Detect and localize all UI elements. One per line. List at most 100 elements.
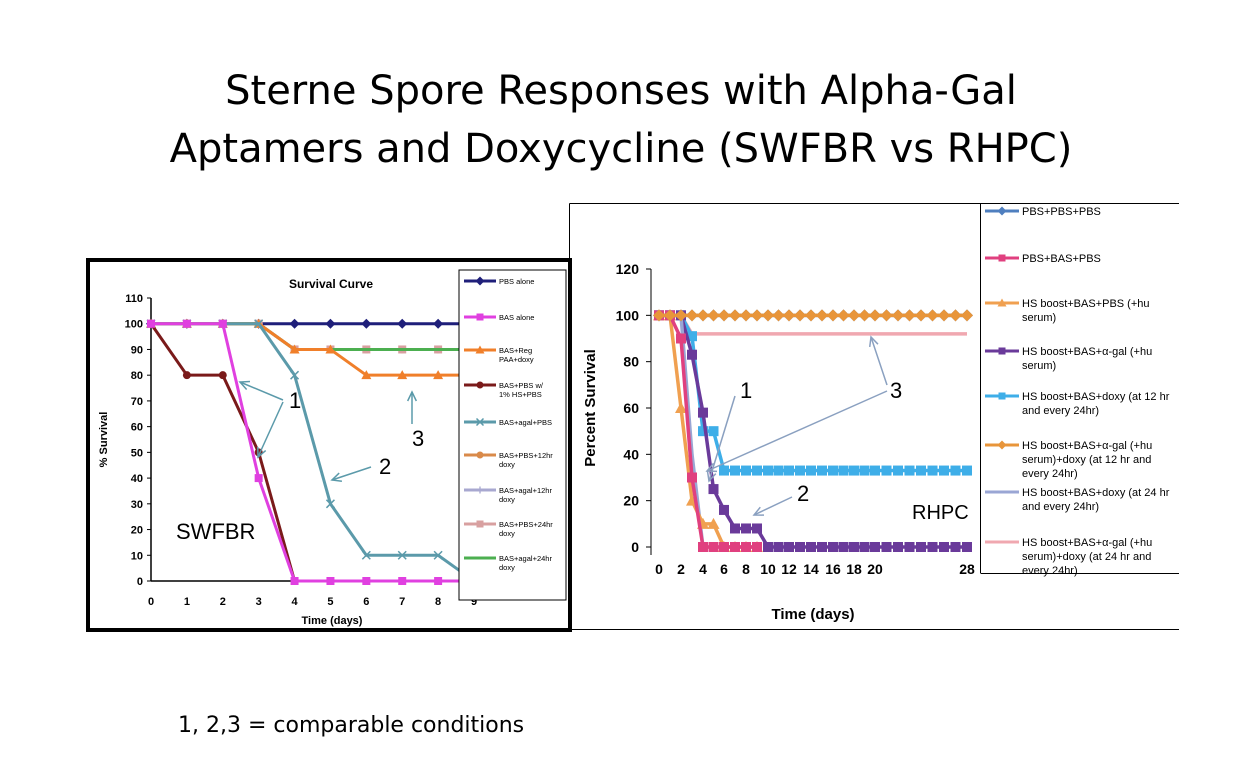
legend-label-line: BAS+PBS+12hr bbox=[499, 451, 553, 460]
legend-label-line: HS boost+BAS+α-gal (+hu bbox=[1022, 346, 1152, 358]
data-point bbox=[795, 542, 805, 552]
arrow-3-head bbox=[406, 390, 418, 402]
x-tick-label: 2 bbox=[677, 561, 685, 577]
legend-label-line: serum) bbox=[1022, 360, 1056, 372]
x-tick-label: 5 bbox=[327, 596, 333, 608]
legend-label-line: BAS alone bbox=[499, 313, 534, 322]
data-point bbox=[326, 577, 335, 585]
data-point bbox=[719, 542, 729, 552]
legend-label: BAS+PBS+24hr doxy bbox=[499, 520, 553, 538]
data-point bbox=[751, 309, 763, 322]
legend-label-line: PBS alone bbox=[499, 277, 534, 286]
data-point bbox=[949, 309, 962, 322]
y-tick-label: 70 bbox=[131, 396, 143, 408]
y-tick-label: 110 bbox=[125, 293, 143, 305]
data-point bbox=[741, 465, 751, 476]
legend-label-line: doxy bbox=[499, 563, 515, 572]
data-point bbox=[397, 550, 407, 560]
data-point bbox=[398, 577, 407, 585]
data-point bbox=[859, 542, 870, 552]
y-tick-labels: 0 20 40 60 80 100 120 bbox=[616, 261, 651, 555]
data-point bbox=[870, 542, 880, 552]
data-point bbox=[361, 370, 372, 380]
x-tick-label: 8 bbox=[435, 596, 441, 608]
data-point bbox=[805, 309, 817, 322]
data-point bbox=[289, 344, 300, 354]
x-tick-label: 0 bbox=[148, 596, 154, 608]
y-tick-label: 50 bbox=[131, 447, 143, 459]
legend-label: PBS+PBS+PBS bbox=[1022, 206, 1101, 218]
data-point bbox=[290, 370, 300, 380]
legend-item-1: PBS+PBS+PBS bbox=[985, 206, 1101, 218]
swfbr-survival-chart: Survival Curve01020304050607080901001100… bbox=[98, 269, 567, 627]
arrow-1a bbox=[239, 381, 284, 401]
data-point bbox=[915, 309, 927, 322]
y-tick-label: 20 bbox=[623, 493, 639, 509]
legend-item-3: HS boost+BAS+PBS (+hu serum) bbox=[985, 298, 1150, 324]
legend-label-line: HS boost+BAS+PBS (+hu bbox=[1022, 298, 1150, 310]
y-tick-label: 90 bbox=[131, 344, 143, 356]
y-tick-label: 40 bbox=[623, 446, 639, 462]
annotation-1: 1 bbox=[740, 378, 752, 403]
data-point bbox=[961, 309, 973, 322]
data-point bbox=[869, 309, 881, 322]
data-point bbox=[362, 577, 371, 585]
y-tick-label: 10 bbox=[131, 550, 143, 562]
legend-label: BAS+PBS+12hr doxy bbox=[499, 451, 553, 469]
data-point bbox=[289, 318, 300, 329]
legend-label: HS boost+BAS+α-gal (+hu serum) bbox=[1022, 346, 1152, 372]
data-point bbox=[254, 319, 264, 329]
legend-label: BAS+agal+PBS bbox=[499, 418, 552, 427]
arrow-1 bbox=[708, 395, 736, 482]
legend-label-line: and every 24hr) bbox=[1022, 501, 1099, 513]
data-point bbox=[698, 542, 708, 552]
data-point bbox=[325, 499, 335, 509]
legend-item-9: BAS+agal+24hr doxy bbox=[464, 554, 552, 572]
x-tick-label: 6 bbox=[720, 561, 728, 577]
data-point bbox=[817, 465, 827, 476]
data-point bbox=[817, 542, 827, 552]
data-point bbox=[752, 542, 762, 552]
data-point bbox=[730, 523, 740, 534]
data-point bbox=[218, 319, 227, 328]
legend-marker bbox=[998, 347, 1006, 355]
data-point bbox=[880, 309, 893, 322]
legend-item-2: BAS alone bbox=[464, 313, 534, 322]
legend-label: BAS+agal+24hr doxy bbox=[499, 554, 552, 572]
legend-item-1: PBS alone bbox=[464, 276, 534, 286]
y-tick-label: 60 bbox=[623, 400, 639, 416]
data-point bbox=[916, 542, 926, 552]
data-point bbox=[433, 550, 443, 560]
data-point bbox=[837, 309, 850, 322]
y-axis-title: Percent Survival bbox=[582, 349, 599, 467]
data-point bbox=[218, 371, 227, 380]
legend-label: HS boost+BAS+α-gal (+hu serum)+doxy (at 1… bbox=[1022, 440, 1152, 480]
y-tick-label: 80 bbox=[131, 370, 143, 382]
data-point bbox=[962, 465, 972, 476]
legend-label: HS boost+BAS+doxy (at 24 hr and every 24h… bbox=[1022, 487, 1170, 513]
legend-label-line: BAS+agal+24hr bbox=[499, 554, 552, 563]
arrow-3a-head bbox=[705, 462, 718, 473]
data-point bbox=[664, 309, 676, 322]
x-tick-label: 28 bbox=[959, 561, 975, 577]
data-point bbox=[916, 465, 926, 476]
annotation-2: 2 bbox=[379, 454, 391, 479]
data-point bbox=[938, 309, 950, 322]
legend-label-line: serum) bbox=[1022, 312, 1056, 324]
data-point bbox=[697, 309, 709, 322]
data-point bbox=[858, 309, 871, 322]
x-tick-label: 4 bbox=[291, 596, 298, 608]
data-point bbox=[762, 309, 774, 322]
data-point bbox=[741, 523, 751, 534]
data-point bbox=[676, 333, 686, 344]
x-tick-label: 9 bbox=[471, 596, 477, 608]
data-point bbox=[828, 542, 838, 552]
data-point bbox=[290, 577, 299, 585]
legend-label: BAS+agal+12hr doxy bbox=[499, 486, 552, 504]
x-tick-label: 1 bbox=[184, 596, 190, 608]
series-5 bbox=[654, 310, 972, 476]
data-point bbox=[784, 465, 794, 476]
data-point bbox=[926, 309, 939, 322]
legend-item-5: HS boost+BAS+doxy (at 12 hr and every 24h… bbox=[985, 391, 1170, 417]
data-point bbox=[772, 309, 785, 322]
